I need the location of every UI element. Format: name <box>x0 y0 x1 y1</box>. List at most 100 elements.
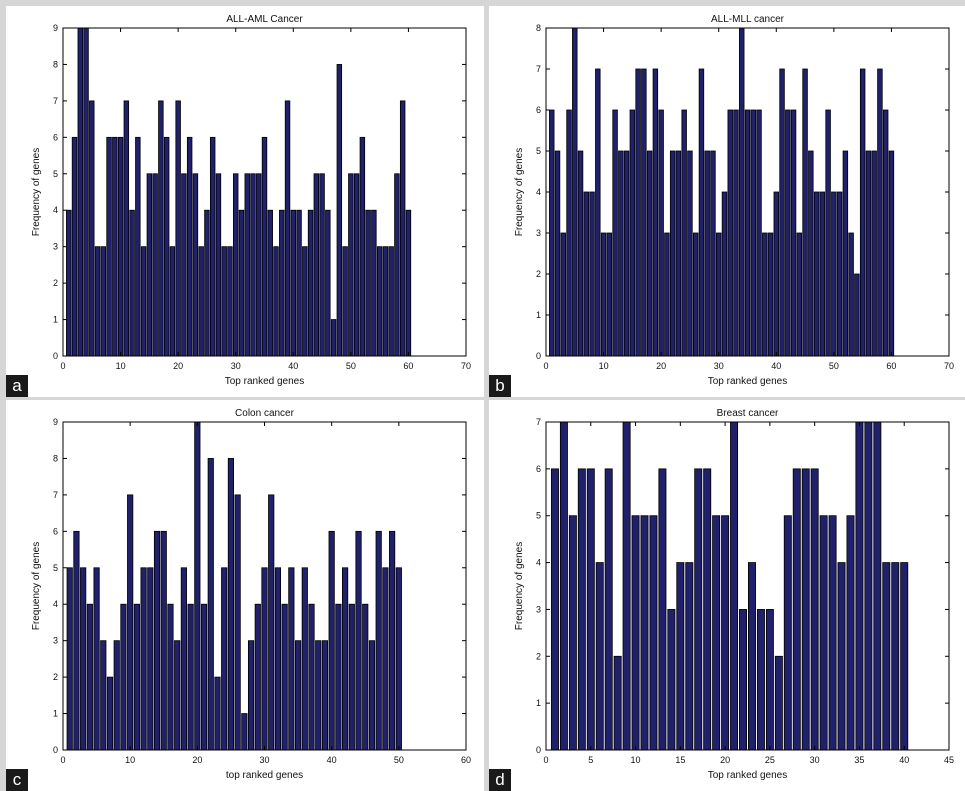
chart-a: ALL-AML Cancer 0 10 20 30 40 50 60 70 0 1 2 3 4 5 6 7 8 9 T… <box>31 14 471 387</box>
bar-a-49 <box>342 246 348 357</box>
x-tick-label-d-10: 10 <box>631 755 641 765</box>
bar-a-1 <box>66 209 72 357</box>
bar-d-6 <box>595 562 604 751</box>
bar-b-15 <box>629 109 636 357</box>
bar-b-55 <box>859 68 866 357</box>
bar-a-26 <box>209 136 216 357</box>
y-axis-label-d: Frequency of genes <box>514 542 525 630</box>
y-tick-label-d-3: 3 <box>536 604 541 614</box>
x-tick-label-b-40: 40 <box>771 361 781 371</box>
bar-c-41 <box>335 603 342 751</box>
bar-d-9 <box>622 421 631 751</box>
bar-b-7 <box>583 191 590 357</box>
x-tick-label-d-30: 30 <box>810 755 820 765</box>
bar-a-31 <box>238 209 245 357</box>
bar-d-24 <box>756 609 765 751</box>
bar-d-8 <box>613 655 622 751</box>
bar-b-4 <box>566 109 572 357</box>
bar-b-9 <box>595 68 601 357</box>
x-tick-label-b-50: 50 <box>829 361 839 371</box>
bar-b-33 <box>733 109 739 357</box>
bar-c-32 <box>274 567 282 751</box>
y-tick-label-a-6: 6 <box>53 132 58 142</box>
bar-c-23 <box>214 676 221 751</box>
bar-c-21 <box>200 603 208 751</box>
bar-b-16 <box>635 68 641 357</box>
x-axis-label-c: top ranked genes <box>226 770 303 781</box>
y-tick-label-c-0: 0 <box>53 745 58 755</box>
bar-c-40 <box>328 530 335 751</box>
bar-c-1 <box>66 567 73 751</box>
bar-b-49 <box>825 109 831 357</box>
bar-a-33 <box>250 173 256 357</box>
bar-c-13 <box>147 567 154 751</box>
x-tick-label-d-45: 45 <box>944 755 954 765</box>
x-tick-label-a-10: 10 <box>116 361 126 371</box>
bar-c-36 <box>301 567 308 751</box>
bar-c-20 <box>194 421 201 751</box>
bar-d-17 <box>694 468 703 751</box>
bar-c-37 <box>308 603 315 751</box>
bar-a-40 <box>290 209 296 357</box>
bar-c-46 <box>368 640 376 751</box>
bar-a-12 <box>129 209 135 357</box>
bar-c-45 <box>362 603 369 751</box>
bar-c-47 <box>375 530 382 751</box>
y-axis-label-a: Frequency of genes <box>31 148 42 236</box>
bar-a-18 <box>163 136 170 357</box>
y-tick-label-a-2: 2 <box>53 278 58 288</box>
bar-d-22 <box>739 609 748 751</box>
bar-c-49 <box>389 530 396 751</box>
bar-a-30 <box>233 173 239 357</box>
bar-a-7 <box>100 246 107 357</box>
panel-letter-c: c <box>6 769 28 791</box>
panel-a: ALL-AML Cancer 0 10 20 30 40 50 60 70 0 1 2 3 4 5 6 7 8 9 T… <box>6 6 484 397</box>
x-tick-label-c-60: 60 <box>461 755 471 765</box>
bar-b-43 <box>790 109 797 357</box>
bar-b-52 <box>842 150 849 357</box>
bar-c-6 <box>100 640 107 751</box>
bar-a-21 <box>181 173 187 357</box>
x-tick-label-a-40: 40 <box>288 361 298 371</box>
bar-d-37 <box>873 421 882 751</box>
bar-b-22 <box>669 150 676 357</box>
y-tick-label-c-4: 4 <box>53 599 58 609</box>
bar-d-33 <box>837 562 846 751</box>
bar-b-44 <box>796 232 803 357</box>
bar-a-3 <box>77 27 83 357</box>
bar-c-30 <box>261 567 268 751</box>
bar-a-54 <box>371 209 377 357</box>
x-tick-label-b-0: 0 <box>543 361 548 371</box>
bar-b-1 <box>549 109 555 357</box>
bar-c-2 <box>73 530 80 751</box>
y-tick-label-a-3: 3 <box>53 242 58 252</box>
panel-letter-b: b <box>489 375 511 397</box>
x-tick-label-b-10: 10 <box>599 361 609 371</box>
bar-b-6 <box>577 150 584 357</box>
y-tick-label-c-1: 1 <box>53 709 58 719</box>
bar-c-28 <box>247 640 255 751</box>
bar-c-18 <box>180 567 187 751</box>
panel-d: Breast cancer 0 5 10 15 20 25 30 35 40 45 0 1 2 3 4 5 6 7 T… <box>489 400 965 791</box>
bar-b-2 <box>554 150 561 357</box>
x-tick-label-b-20: 20 <box>656 361 666 371</box>
bar-a-56 <box>382 246 389 357</box>
bar-a-16 <box>152 173 158 357</box>
bar-b-30 <box>716 232 722 357</box>
bar-d-16 <box>685 562 694 751</box>
bar-d-26 <box>774 655 783 751</box>
bar-c-38 <box>315 640 322 751</box>
x-tick-label-c-0: 0 <box>60 755 65 765</box>
bar-a-34 <box>256 173 262 357</box>
bar-d-32 <box>828 515 837 751</box>
bar-d-18 <box>703 468 712 751</box>
bar-a-17 <box>158 100 164 357</box>
bar-c-4 <box>86 603 93 751</box>
y-tick-label-d-5: 5 <box>536 511 541 521</box>
bar-a-23 <box>192 173 199 357</box>
bar-a-35 <box>261 136 268 357</box>
bar-a-10 <box>117 136 124 357</box>
x-tick-label-a-50: 50 <box>346 361 356 371</box>
bar-c-43 <box>348 603 355 751</box>
